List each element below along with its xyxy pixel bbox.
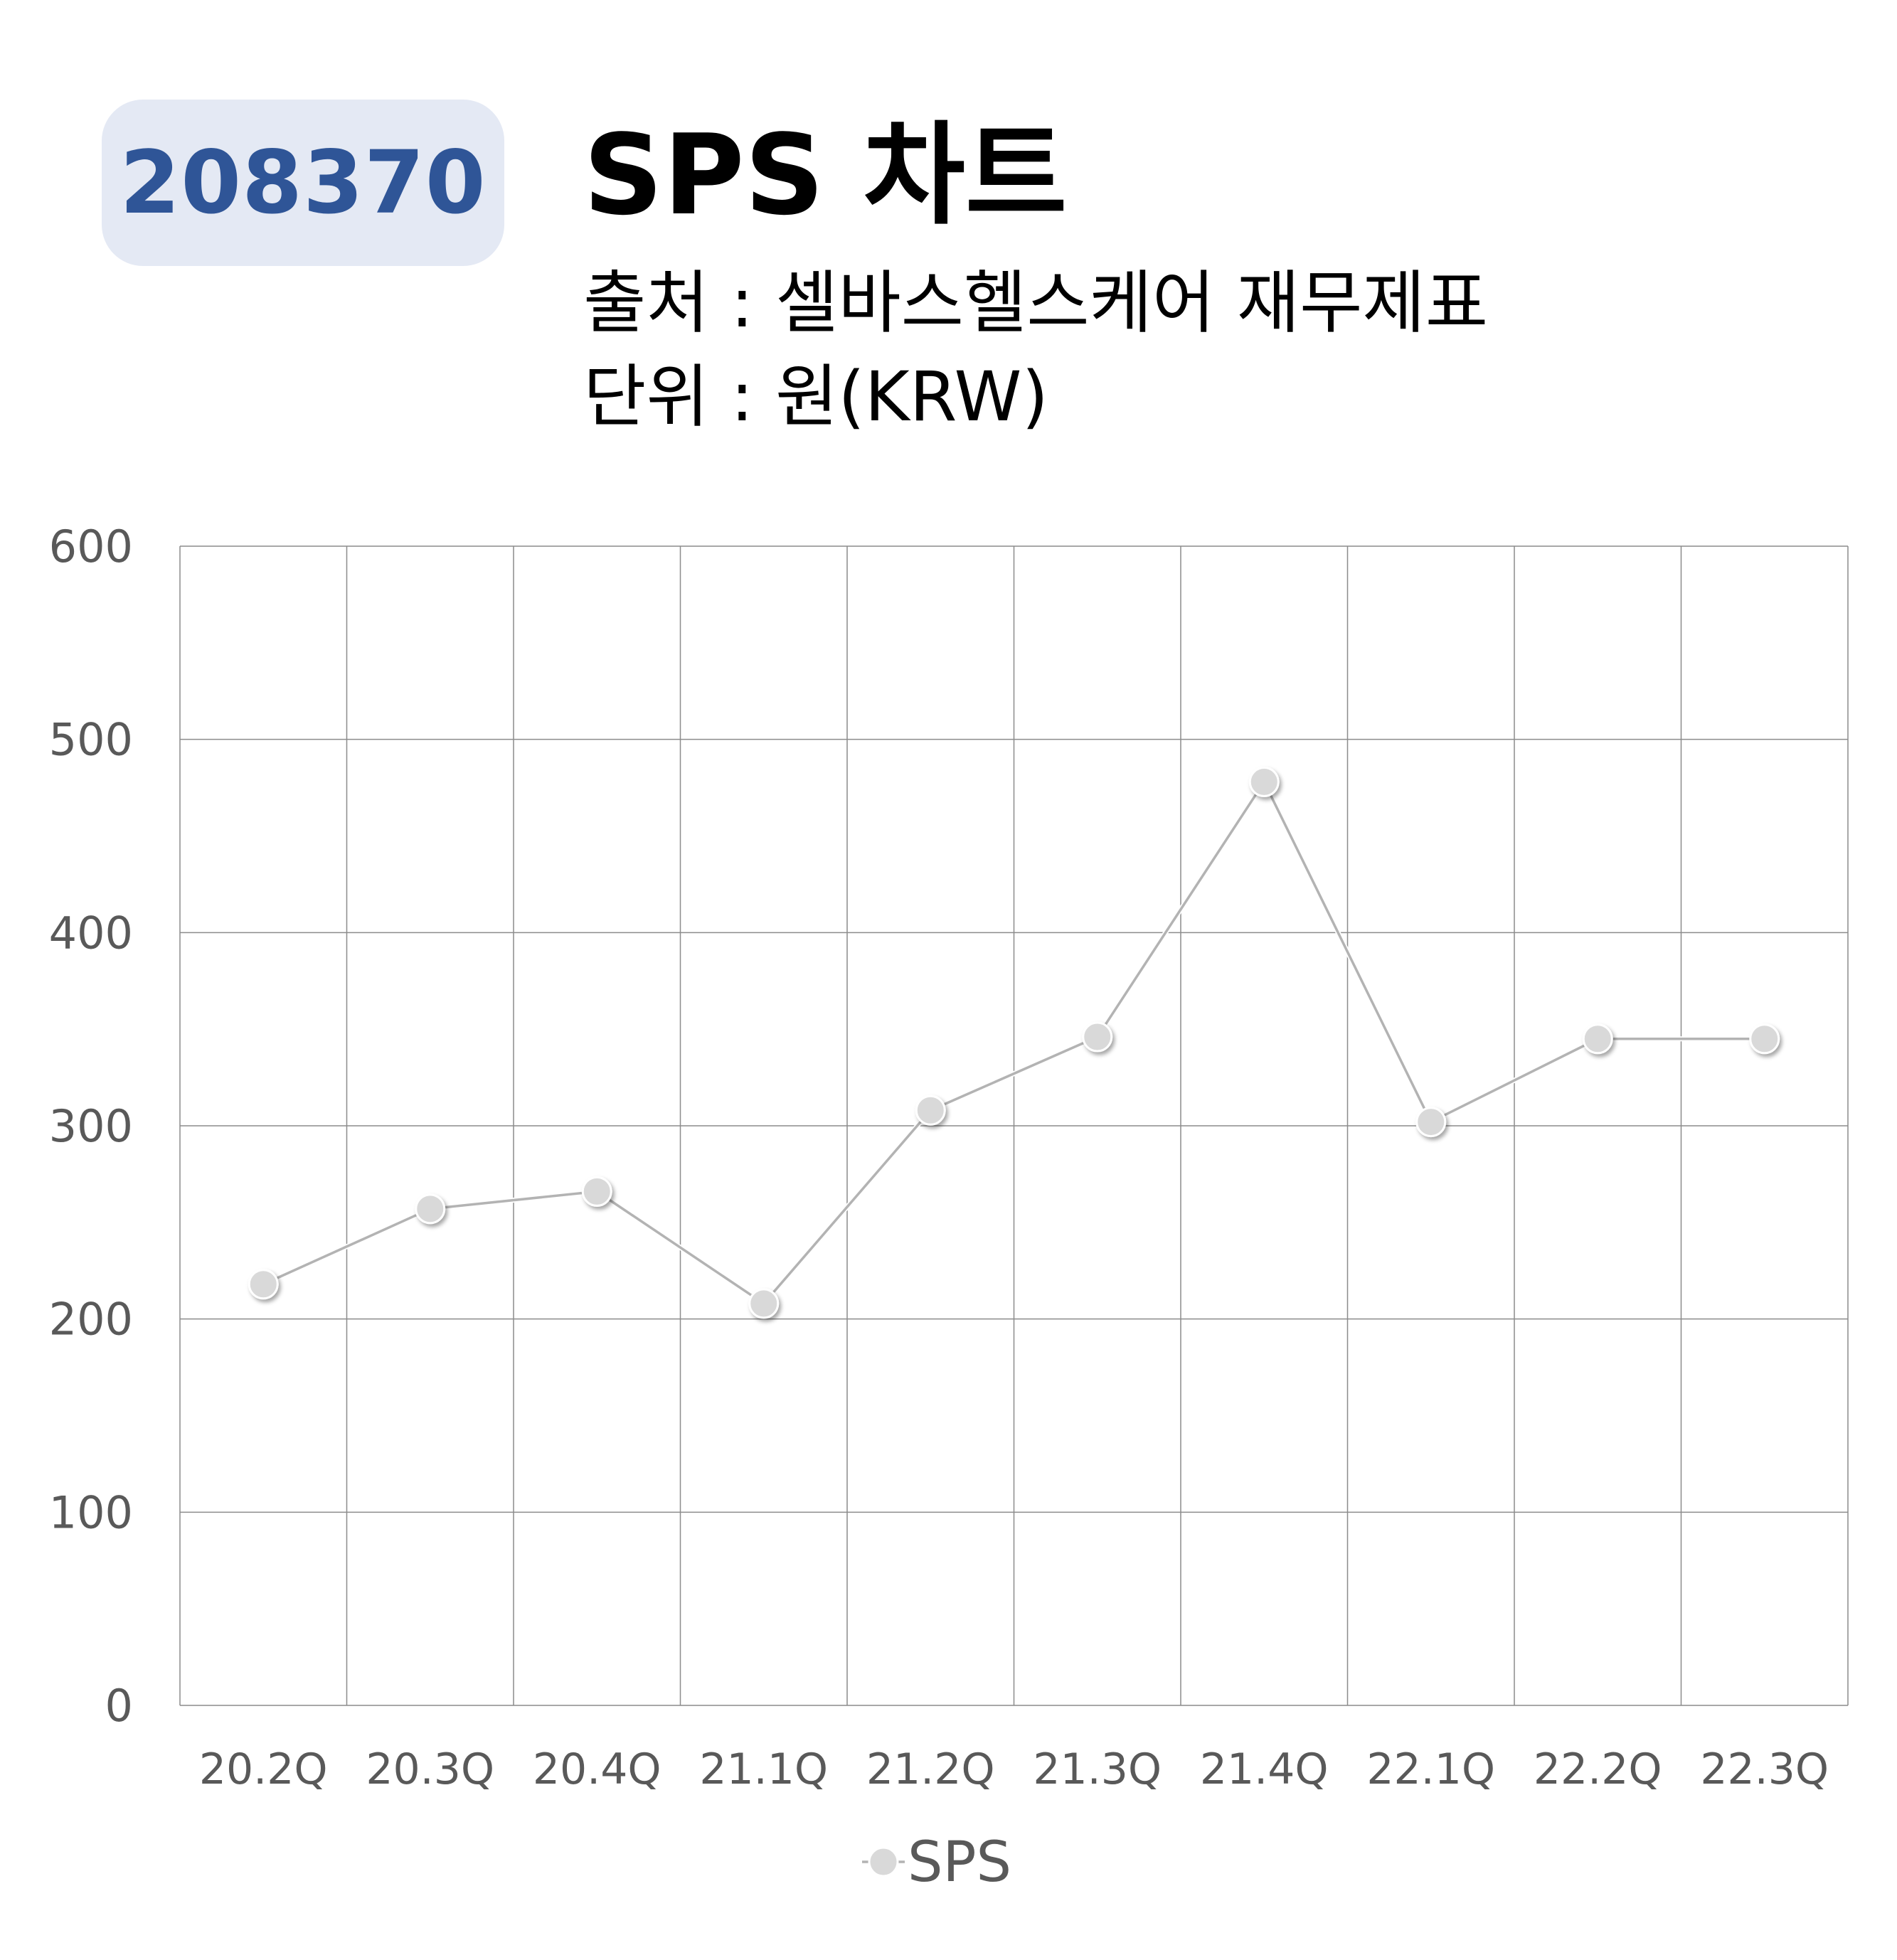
data-point xyxy=(1749,1023,1780,1055)
x-axis-tick-labels: 20.2Q 20.3Q 20.4Q 21.1Q 21.2Q 21.3Q 21.4Q 22.1Q… xyxy=(199,1745,1829,1794)
x-tick-label: 22.2Q xyxy=(1534,1745,1662,1794)
x-tick-label: 20.4Q xyxy=(533,1745,661,1794)
x-tick-label: 20.2Q xyxy=(199,1745,328,1794)
y-axis-tick-labels: 0 100 200 300 400 500 600 xyxy=(49,521,133,1732)
data-point xyxy=(248,1269,279,1300)
x-tick-label: 22.3Q xyxy=(1700,1745,1829,1794)
y-tick-label: 0 xyxy=(105,1680,133,1732)
data-point xyxy=(915,1094,946,1126)
y-tick-label: 300 xyxy=(49,1100,133,1152)
y-tick-label: 200 xyxy=(49,1294,133,1346)
legend: SPS xyxy=(862,1831,1011,1895)
series-sps xyxy=(248,766,1780,1319)
data-point xyxy=(415,1193,446,1225)
x-tick-label: 21.2Q xyxy=(866,1745,995,1794)
y-tick-label: 400 xyxy=(49,907,133,959)
grid-lines xyxy=(179,545,1849,1706)
x-tick-label: 21.3Q xyxy=(1033,1745,1162,1794)
x-tick-label: 22.1Q xyxy=(1366,1745,1495,1794)
x-tick-label: 21.1Q xyxy=(699,1745,828,1794)
y-tick-label: 600 xyxy=(49,521,133,572)
data-point xyxy=(1082,1021,1113,1053)
y-tick-label: 500 xyxy=(49,714,133,766)
data-point xyxy=(1582,1023,1613,1055)
data-point xyxy=(581,1176,612,1207)
series-line xyxy=(262,780,1765,1305)
legend-marker xyxy=(868,1846,899,1878)
stock-code-badge: 208370 xyxy=(102,100,504,266)
data-point xyxy=(1248,766,1280,797)
data-point xyxy=(748,1288,780,1319)
legend-label: SPS xyxy=(908,1831,1011,1895)
x-tick-label: 21.4Q xyxy=(1200,1745,1329,1794)
data-point xyxy=(1415,1107,1447,1138)
source-label: 출처 : 셀바스헬스케어 재무제표 xyxy=(583,263,1489,343)
unit-label: 단위 : 원(KRW) xyxy=(583,357,1048,437)
x-tick-label: 20.3Q xyxy=(366,1745,494,1794)
y-tick-label: 100 xyxy=(49,1486,133,1538)
chart-title: SPS 차트 xyxy=(583,110,1068,240)
